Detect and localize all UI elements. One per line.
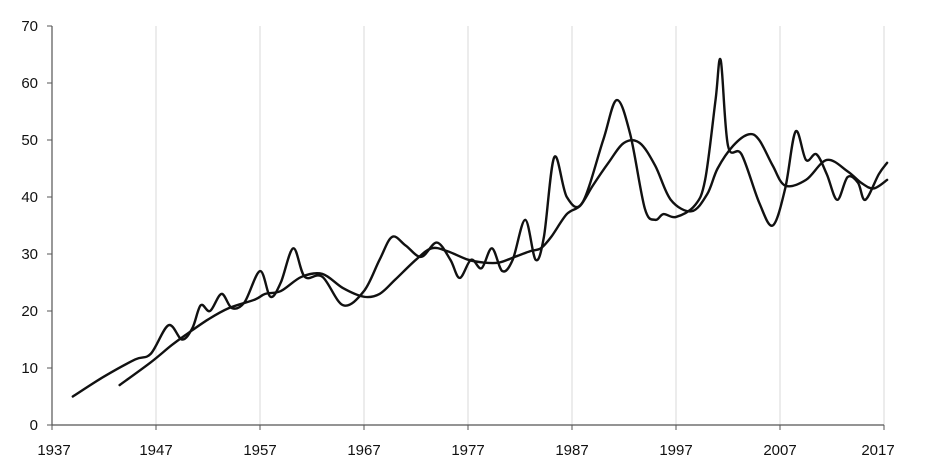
y-tick-labels: 0 10 20 30 40 50 60 70 [21, 18, 52, 434]
series-line-1 [71, 57, 889, 398]
y-tick-label-60: 60 [21, 75, 38, 92]
y-tick-label-30: 30 [21, 246, 38, 263]
y-tick-label-40: 40 [21, 189, 38, 206]
y-tick-label-70: 70 [21, 18, 38, 35]
y-tick-label-10: 10 [21, 360, 38, 377]
grid-lines [155, 26, 885, 425]
x-tick-label-1957: 1957 [243, 442, 276, 459]
x-tick-label-1947: 1947 [139, 442, 172, 459]
y-tick-label-0: 0 [30, 417, 38, 434]
x-tick-label-2007: 2007 [763, 442, 796, 459]
x-tick-label-1977: 1977 [451, 442, 484, 459]
x-tick-label-1987: 1987 [555, 442, 588, 459]
y-tick-label-50: 50 [21, 132, 38, 149]
x-tick-label-1937: 1937 [37, 442, 70, 459]
x-tick-label-1997: 1997 [659, 442, 692, 459]
x-tick-labels: 1937 1947 1957 1967 1977 1987 1997 2007 2017 [37, 425, 895, 459]
y-tick-label-20: 20 [21, 303, 38, 320]
x-tick-label-2017: 2017 [861, 442, 894, 459]
x-tick-label-1967: 1967 [347, 442, 380, 459]
series-line-2 [118, 132, 889, 387]
series-lines [71, 57, 889, 398]
